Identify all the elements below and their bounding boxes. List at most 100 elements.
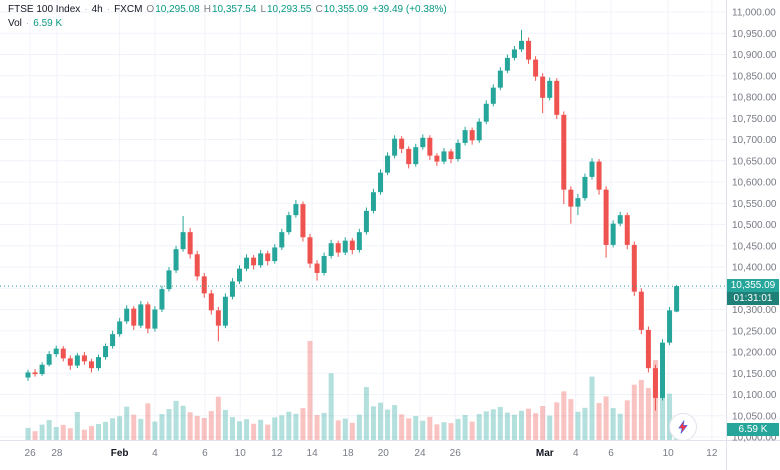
candle-body — [307, 237, 313, 264]
candle-body — [60, 348, 66, 359]
last-price-badge-group[interactable]: 10,355.09 01:31:01 — [727, 279, 779, 305]
price-axis-label: 10,300.00 — [732, 305, 777, 316]
volume-bar — [455, 418, 461, 441]
candle-body — [497, 70, 503, 88]
time-axis[interactable]: 26 28 Feb 4 6 10 12 14 18 20 24 26 Mar 4 6 10 12 — [25, 448, 718, 459]
volume-bar — [363, 387, 369, 441]
volume-bar — [504, 412, 510, 441]
volume-bar — [131, 414, 137, 441]
timeframe-label[interactable]: 4h — [91, 4, 103, 15]
volume-bar — [441, 422, 447, 441]
volume-bar — [229, 417, 235, 441]
volume-bar — [258, 419, 264, 441]
volume-bar — [222, 409, 228, 441]
time-axis-label: 10 — [663, 448, 675, 459]
volume-bar — [293, 413, 299, 441]
volume-bar — [201, 418, 207, 441]
volume-bar — [342, 418, 348, 441]
candle-body — [413, 147, 419, 165]
candle-body — [180, 232, 186, 250]
low-key: L — [260, 4, 266, 15]
instant-trading-button[interactable] — [669, 413, 697, 441]
volume-bar — [448, 423, 454, 441]
candle-body — [131, 308, 137, 326]
candle-body — [645, 329, 651, 369]
volume-bar — [74, 412, 80, 441]
candle-body — [476, 121, 482, 141]
volume-bar — [307, 340, 313, 441]
volume-bar — [166, 409, 172, 441]
volume-bar — [617, 413, 623, 441]
candle-body — [631, 244, 637, 292]
candle-body — [575, 198, 581, 207]
symbol-title[interactable]: FTSE 100 Index — [8, 4, 81, 15]
volume-bar — [547, 415, 553, 441]
volume-bar — [385, 409, 391, 441]
grid-layer — [0, 0, 726, 441]
candle-body — [596, 161, 602, 190]
volume-bar — [194, 415, 200, 441]
candle-body — [314, 263, 320, 273]
volume-bar — [215, 396, 221, 441]
price-axis-label: 10,400.00 — [732, 263, 777, 274]
candle-body — [124, 308, 130, 322]
volume-label[interactable]: Vol — [8, 18, 22, 29]
candle-body — [74, 355, 80, 366]
volume-bar — [265, 424, 271, 441]
candle-body — [660, 342, 665, 398]
price-axis-label: 10,000.00 — [732, 433, 777, 444]
candle-body — [67, 358, 73, 366]
volume-bar — [497, 406, 503, 441]
volume-bar — [462, 415, 468, 441]
candle-body — [110, 334, 116, 347]
volume-bar — [413, 415, 419, 441]
candle-body — [222, 296, 228, 326]
volume-bar — [124, 406, 130, 441]
candle-body — [201, 276, 207, 294]
volume-bar — [117, 416, 123, 441]
volume-bar — [645, 388, 651, 441]
volume-bar — [434, 424, 440, 441]
candle-body — [53, 348, 59, 355]
candle-body — [173, 249, 179, 271]
candle-body — [363, 210, 369, 233]
volume-bar — [88, 426, 94, 441]
candle-body — [258, 253, 264, 266]
candle-body — [194, 254, 200, 277]
price-axis[interactable]: 11,000.00 10,950.00 10,900.00 10,850.00 10,8… — [732, 8, 777, 444]
volume-bar — [378, 402, 383, 441]
time-axis-label: 28 — [51, 448, 63, 459]
candle-body — [25, 372, 31, 378]
candle-body — [265, 253, 271, 262]
candle-body — [251, 257, 257, 266]
time-axis-label: Feb — [111, 448, 129, 459]
volume-bar — [596, 403, 602, 441]
volume-bar — [110, 418, 116, 441]
ohlc-low: L 10,293.55 — [260, 3, 311, 17]
volume-bar — [399, 414, 405, 441]
volume-bar — [589, 376, 595, 441]
volume-bar — [469, 421, 475, 441]
exchange-label: FXCM — [114, 4, 143, 15]
candle-body — [610, 223, 616, 245]
volume-bar — [526, 408, 532, 441]
volume-bar — [81, 429, 87, 441]
volume-bar — [173, 400, 179, 441]
last-price-label[interactable]: 10,355.09 — [727, 279, 779, 292]
lightning-icon — [678, 420, 688, 434]
candle-body — [561, 114, 567, 190]
volume-bar — [624, 400, 630, 441]
ohlc-open: O 10,295.08 — [146, 3, 199, 17]
candle-body — [526, 40, 532, 60]
volume-bar — [152, 421, 158, 441]
candle-body — [427, 137, 433, 156]
price-axis-label: 10,650.00 — [732, 156, 777, 167]
candle-body — [32, 372, 38, 375]
candle-body — [540, 76, 546, 98]
candle-body — [455, 142, 461, 160]
candle-body — [462, 130, 468, 143]
price-axis-label: 10,200.00 — [732, 348, 777, 359]
candle-body — [356, 232, 362, 250]
candle-body — [434, 155, 440, 162]
